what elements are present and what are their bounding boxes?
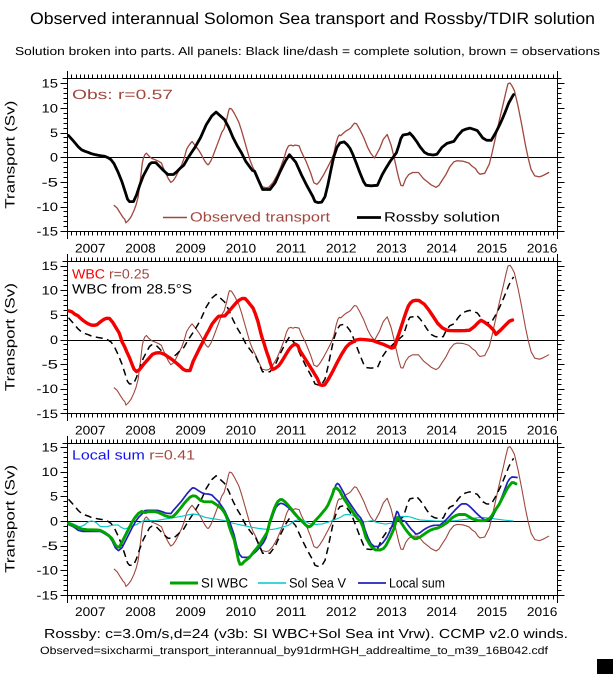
svg-text:-10: -10: [37, 564, 59, 578]
svg-text:Local sum: Local sum: [389, 576, 445, 591]
svg-text:-10: -10: [37, 382, 59, 396]
svg-text:2015: 2015: [477, 241, 508, 255]
svg-text:0: 0: [50, 514, 58, 528]
svg-text:2007: 2007: [75, 424, 106, 438]
svg-text:Local sum r=0.41: Local sum r=0.41: [72, 448, 195, 463]
svg-text:2012: 2012: [326, 605, 357, 619]
svg-text:Observed=sixcharmi_transport_i: Observed=sixcharmi_transport_interannual…: [40, 645, 548, 657]
svg-text:-15: -15: [37, 407, 59, 421]
svg-text:2010: 2010: [226, 605, 257, 619]
svg-text:-15: -15: [37, 588, 59, 602]
svg-text:WBC from 28.5°S: WBC from 28.5°S: [72, 282, 192, 297]
svg-text:Transport (Sv): Transport (Sv): [3, 465, 18, 573]
svg-text:SI WBC: SI WBC: [201, 576, 248, 591]
svg-text:2014: 2014: [426, 424, 457, 438]
svg-text:2009: 2009: [175, 241, 206, 255]
svg-text:2011: 2011: [276, 424, 307, 438]
svg-text:-15: -15: [37, 225, 59, 239]
svg-text:0: 0: [50, 333, 58, 347]
svg-text:Rossby: c=3.0m/s,d=24 (v3b: SI: Rossby: c=3.0m/s,d=24 (v3b: SI WBC+Sol S…: [44, 626, 568, 641]
svg-text:15: 15: [42, 259, 59, 273]
svg-text:5: 5: [50, 490, 58, 504]
svg-text:-5: -5: [42, 175, 59, 189]
svg-text:WBC r=0.25: WBC r=0.25: [72, 267, 150, 282]
svg-text:2014: 2014: [426, 605, 457, 619]
svg-text:2010: 2010: [226, 241, 257, 255]
svg-text:Sol Sea V: Sol Sea V: [289, 576, 346, 591]
svg-text:2008: 2008: [125, 241, 156, 255]
svg-text:15: 15: [42, 77, 59, 91]
svg-text:10: 10: [42, 465, 59, 479]
svg-text:Transport (Sv): Transport (Sv): [3, 283, 18, 391]
svg-text:Solution broken into parts. Al: Solution broken into parts. All panels: …: [15, 46, 600, 58]
svg-text:Rossby solution: Rossby solution: [384, 210, 500, 225]
svg-text:Observed interannual Solomon S: Observed interannual Solomon Sea transpo…: [30, 10, 595, 28]
svg-text:2013: 2013: [376, 605, 407, 619]
svg-text:2009: 2009: [175, 605, 206, 619]
svg-text:2016: 2016: [527, 424, 558, 438]
svg-text:5: 5: [50, 126, 58, 140]
svg-text:Obs: r=0.57: Obs: r=0.57: [72, 87, 173, 102]
svg-text:2010: 2010: [226, 424, 257, 438]
svg-text:2007: 2007: [75, 605, 106, 619]
svg-text:10: 10: [42, 101, 59, 115]
svg-text:2015: 2015: [477, 424, 508, 438]
svg-text:0: 0: [50, 151, 58, 165]
svg-text:2011: 2011: [276, 241, 307, 255]
svg-text:Transport (Sv): Transport (Sv): [3, 101, 18, 209]
svg-text:2008: 2008: [125, 605, 156, 619]
svg-text:2014: 2014: [426, 241, 457, 255]
svg-text:2012: 2012: [326, 424, 357, 438]
svg-text:2012: 2012: [326, 241, 357, 255]
svg-text:2008: 2008: [125, 424, 156, 438]
svg-text:2016: 2016: [527, 605, 558, 619]
svg-text:Observed transport: Observed transport: [190, 210, 330, 225]
svg-text:2013: 2013: [376, 424, 407, 438]
svg-text:-10: -10: [37, 200, 59, 214]
svg-text:15: 15: [42, 440, 59, 454]
svg-text:2013: 2013: [376, 241, 407, 255]
svg-text:5: 5: [50, 308, 58, 322]
svg-text:2016: 2016: [527, 241, 558, 255]
svg-text:-5: -5: [42, 358, 59, 372]
svg-text:-5: -5: [42, 539, 59, 553]
svg-text:2015: 2015: [477, 605, 508, 619]
svg-text:2007: 2007: [75, 241, 106, 255]
svg-text:10: 10: [42, 284, 59, 298]
svg-text:2011: 2011: [276, 605, 307, 619]
svg-text:2009: 2009: [175, 424, 206, 438]
